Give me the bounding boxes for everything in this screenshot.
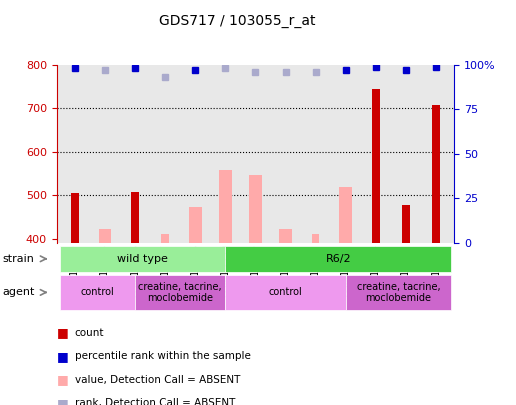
Text: agent: agent <box>3 288 35 297</box>
Text: count: count <box>75 328 104 338</box>
Text: ■: ■ <box>57 326 69 339</box>
Bar <box>71 193 78 243</box>
Bar <box>372 89 380 243</box>
Bar <box>225 275 346 310</box>
Bar <box>432 105 440 243</box>
Text: rank, Detection Call = ABSENT: rank, Detection Call = ABSENT <box>75 399 235 405</box>
Bar <box>162 234 169 243</box>
Bar <box>252 239 259 243</box>
Text: control: control <box>269 288 302 297</box>
Text: ■: ■ <box>57 373 69 386</box>
Bar <box>60 275 135 310</box>
Bar <box>99 229 111 243</box>
Bar <box>135 275 225 310</box>
Bar <box>131 192 139 243</box>
Bar <box>279 229 292 243</box>
Text: ■: ■ <box>57 397 69 405</box>
Bar <box>312 234 319 243</box>
Text: creatine, tacrine,
moclobemide: creatine, tacrine, moclobemide <box>138 281 222 303</box>
Bar <box>342 239 349 243</box>
Bar <box>225 245 451 272</box>
Bar <box>346 275 451 310</box>
Text: R6/2: R6/2 <box>326 254 351 264</box>
Bar <box>189 207 202 243</box>
Bar <box>249 175 262 243</box>
Bar <box>282 239 289 243</box>
Text: wild type: wild type <box>117 254 168 264</box>
Text: strain: strain <box>3 254 35 264</box>
Bar <box>60 245 225 272</box>
Text: percentile rank within the sample: percentile rank within the sample <box>75 352 251 361</box>
Text: control: control <box>80 288 114 297</box>
Text: GDS717 / 103055_r_at: GDS717 / 103055_r_at <box>159 14 316 28</box>
Bar <box>221 239 229 243</box>
Bar <box>340 187 352 243</box>
Bar <box>191 239 199 243</box>
Text: ■: ■ <box>57 350 69 363</box>
Bar <box>101 239 109 243</box>
Bar <box>219 171 232 243</box>
Text: value, Detection Call = ABSENT: value, Detection Call = ABSENT <box>75 375 240 385</box>
Text: creatine, tacrine,
moclobemide: creatine, tacrine, moclobemide <box>357 281 440 303</box>
Bar <box>402 205 410 243</box>
